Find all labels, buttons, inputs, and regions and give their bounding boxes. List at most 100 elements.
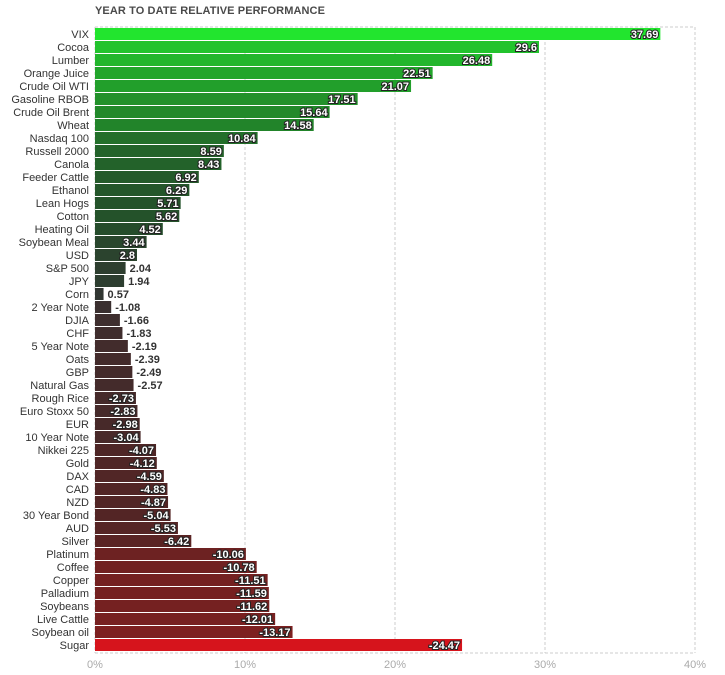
chart-title: YEAR TO DATE RELATIVE PERFORMANCE <box>95 5 326 17</box>
bar <box>95 314 120 326</box>
category-label: Orange Juice <box>24 68 89 80</box>
data-label: -1.08 <box>115 302 140 314</box>
category-label: Coffee <box>57 562 89 574</box>
bar <box>95 353 131 365</box>
category-label: Oats <box>66 354 90 366</box>
bar <box>95 275 125 287</box>
bar <box>95 613 276 625</box>
bar <box>95 288 104 300</box>
bar <box>95 249 137 261</box>
category-label: Live Cattle <box>37 614 89 626</box>
data-label: -2.57 <box>138 380 163 392</box>
category-label: Crude Oil WTI <box>19 81 89 93</box>
data-label: -4.12 <box>130 458 155 470</box>
category-label: Platinum <box>46 549 89 561</box>
data-label: -5.04 <box>144 510 170 522</box>
data-label: -24.47 <box>429 640 460 652</box>
bar <box>95 522 178 534</box>
category-label: Lumber <box>52 55 90 67</box>
data-label: 29.6 <box>516 42 537 54</box>
data-label: 6.92 <box>175 172 196 184</box>
bar <box>95 340 128 352</box>
data-label: 4.52 <box>139 224 160 236</box>
category-label: Crude Oil Brent <box>13 107 89 119</box>
data-label: -4.59 <box>137 471 162 483</box>
category-label: Heating Oil <box>35 224 89 236</box>
bar <box>95 600 270 612</box>
category-label: Nasdaq 100 <box>30 133 89 145</box>
category-label: DAX <box>66 471 89 483</box>
category-label: Gold <box>66 458 89 470</box>
data-label: 8.43 <box>198 159 219 171</box>
bar <box>95 158 222 170</box>
data-label: 0.57 <box>108 289 129 301</box>
bar <box>95 106 330 118</box>
category-label: Sugar <box>60 640 90 652</box>
data-label: 17.51 <box>328 94 356 106</box>
category-label: 30 Year Bond <box>23 510 89 522</box>
bar <box>95 171 199 183</box>
data-label: -4.83 <box>140 484 165 496</box>
bar <box>95 145 224 157</box>
category-label: Euro Stoxx 50 <box>20 406 89 418</box>
bar <box>95 561 257 573</box>
data-label: -11.62 <box>237 601 268 613</box>
data-label: -2.98 <box>113 419 138 431</box>
x-tick-label: 20% <box>384 659 406 671</box>
category-label: Natural Gas <box>30 380 89 392</box>
bar <box>95 496 169 508</box>
bar <box>95 184 190 196</box>
category-label: Gasoline RBOB <box>11 94 89 106</box>
bar <box>95 41 539 53</box>
bar <box>95 431 141 443</box>
bar <box>95 210 180 222</box>
category-label: Corn <box>65 289 89 301</box>
data-label: -12.01 <box>242 614 273 626</box>
bar <box>95 587 269 599</box>
bar <box>95 392 136 404</box>
bar <box>95 236 147 248</box>
data-label: -2.19 <box>132 341 157 353</box>
category-label: AUD <box>66 523 89 535</box>
category-label: Palladium <box>41 588 89 600</box>
data-label: 2.04 <box>130 263 152 275</box>
bar <box>95 119 314 131</box>
category-label: 5 Year Note <box>32 341 90 353</box>
bar <box>95 223 163 235</box>
data-label: -2.73 <box>109 393 134 405</box>
bar <box>95 301 112 313</box>
bar <box>95 28 661 40</box>
bar <box>95 405 138 417</box>
data-label: -1.83 <box>126 328 151 340</box>
category-label: JPY <box>69 276 90 288</box>
bar <box>95 548 246 560</box>
category-label: Copper <box>53 575 89 587</box>
category-label: Ethanol <box>52 185 89 197</box>
bar <box>95 457 157 469</box>
data-label: -5.53 <box>151 523 176 535</box>
data-label: -2.49 <box>136 367 161 379</box>
category-label: GBP <box>66 367 89 379</box>
data-label: -1.66 <box>124 315 149 327</box>
data-label: 5.71 <box>157 198 178 210</box>
bar <box>95 379 134 391</box>
category-label: 10 Year Note <box>25 432 89 444</box>
data-label: 6.29 <box>166 185 187 197</box>
bar <box>95 483 168 495</box>
category-label: Soybeans <box>40 601 89 613</box>
category-label: Cocoa <box>57 42 90 54</box>
data-label: -2.39 <box>135 354 160 366</box>
data-label: -13.17 <box>259 627 290 639</box>
bar <box>95 509 171 521</box>
bar <box>95 54 493 66</box>
data-label: -2.83 <box>110 406 135 418</box>
bar <box>95 132 258 144</box>
bar <box>95 626 293 638</box>
data-label: 15.64 <box>300 107 328 119</box>
data-label: -10.06 <box>213 549 244 561</box>
category-label: Silver <box>61 536 89 548</box>
data-label: 37.69 <box>631 29 659 41</box>
bar <box>95 444 157 456</box>
bar <box>95 574 268 586</box>
